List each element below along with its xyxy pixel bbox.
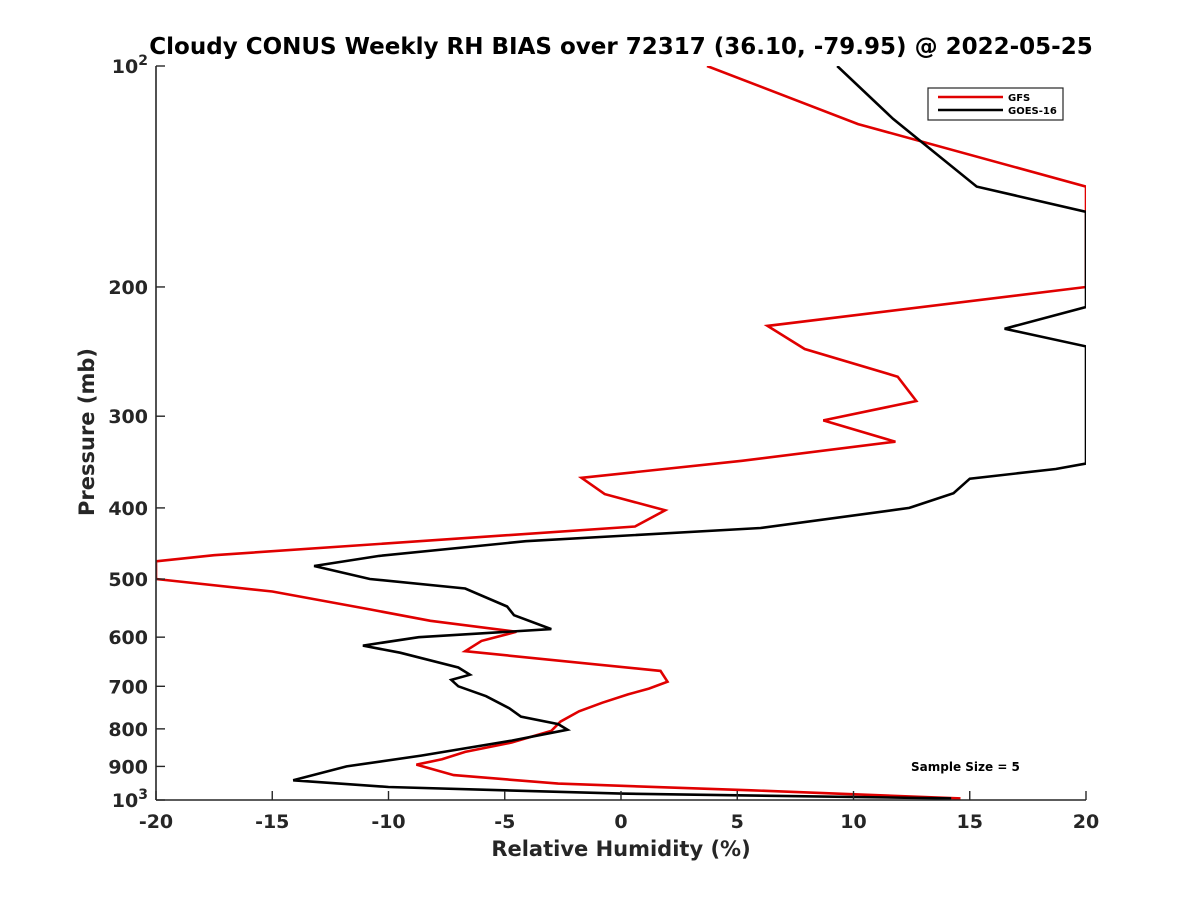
y-tick-label: 600 <box>108 627 148 649</box>
x-tick-label: -15 <box>255 811 289 833</box>
legend-label-gfs: GFS <box>1008 93 1030 104</box>
series-line-gfs <box>156 66 1086 800</box>
y-tick-label: 103 <box>112 787 148 812</box>
legend-label-goes16: GOES-16 <box>1008 106 1057 117</box>
x-axis-label: Relative Humidity (%) <box>491 837 750 861</box>
chart-title: Cloudy CONUS Weekly RH BIAS over 72317 (… <box>149 34 1092 60</box>
y-tick-label: 500 <box>108 569 148 591</box>
legend: GFS GOES-16 <box>927 87 1064 121</box>
y-tick-label: 700 <box>108 676 148 698</box>
plot-area <box>156 66 1086 800</box>
x-tick-label: 10 <box>840 811 866 833</box>
y-tick-label: 900 <box>108 756 148 778</box>
ticks: -20 -15 -10 -5 0 5 10 15 20 102 200 300 400 500 600 700… <box>108 53 1099 833</box>
x-tick-label: 20 <box>1073 811 1099 833</box>
legend-box <box>927 87 1064 121</box>
x-tick-label: 15 <box>957 811 983 833</box>
x-tick-label: -10 <box>371 811 405 833</box>
y-tick-label: 800 <box>108 719 148 741</box>
x-tick-label: -20 <box>139 811 173 833</box>
x-tick-label: 0 <box>614 811 627 833</box>
y-tick-label: 102 <box>112 53 148 78</box>
x-tick-label: -5 <box>494 811 515 833</box>
sample-size-annotation: Sample Size = 5 <box>911 760 1020 774</box>
x-tick-label: 5 <box>731 811 744 833</box>
y-tick-label: 200 <box>108 277 148 299</box>
y-axis-label: Pressure (mb) <box>75 348 99 516</box>
series-line-goes-16 <box>292 66 1086 800</box>
y-tick-label: 400 <box>108 498 148 520</box>
y-tick-label: 300 <box>108 406 148 428</box>
